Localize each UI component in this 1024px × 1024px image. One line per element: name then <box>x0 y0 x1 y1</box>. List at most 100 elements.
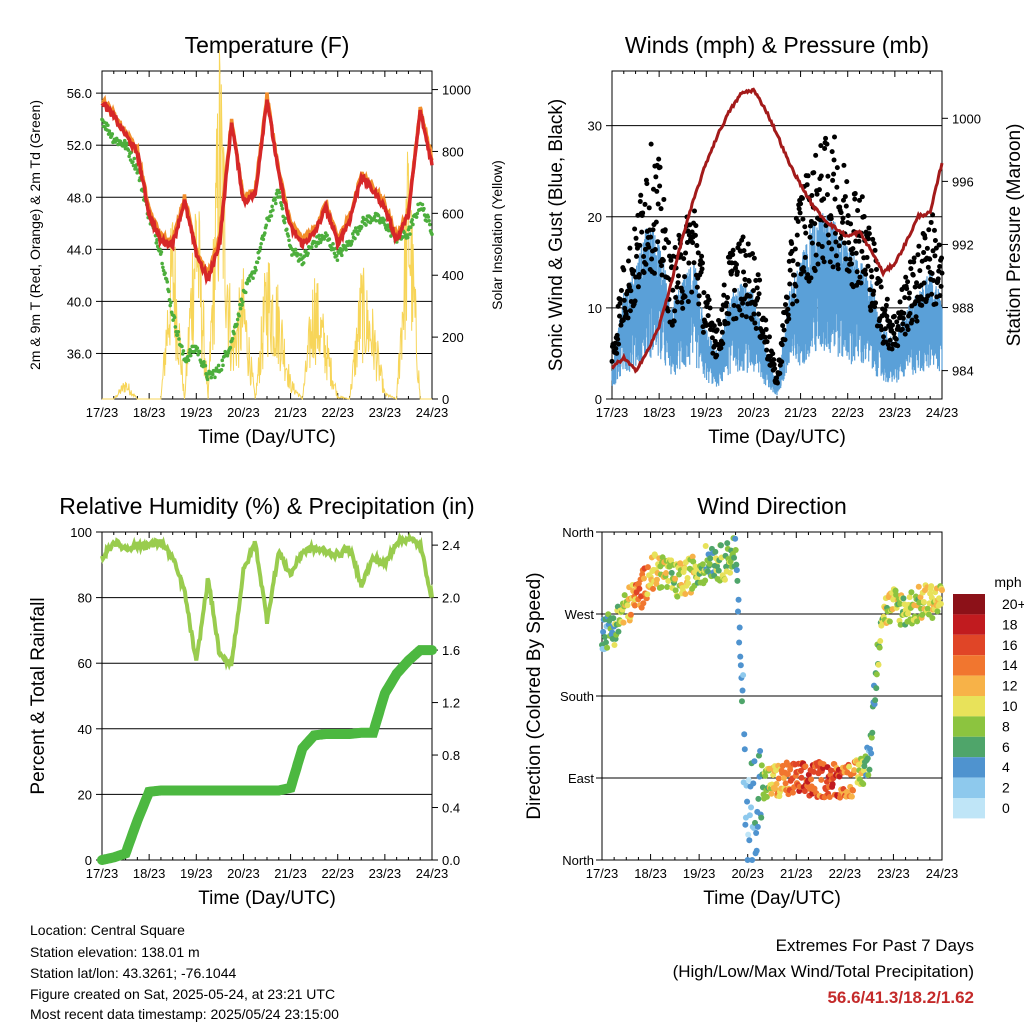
gust-point <box>733 262 739 268</box>
direction-point <box>636 585 643 592</box>
dewpoint-point <box>219 368 224 372</box>
direction-point <box>733 567 740 574</box>
direction-point <box>732 547 739 554</box>
direction-point <box>640 600 647 607</box>
legend-swatch <box>953 594 985 615</box>
gust-point <box>915 298 921 304</box>
elevation-text: Station elevation: 138.01 m <box>30 944 200 960</box>
gust-point <box>818 173 824 179</box>
gust-point <box>779 359 785 365</box>
gust-point <box>689 229 695 235</box>
gust-point <box>627 308 633 314</box>
gust-point <box>687 222 693 228</box>
gust-point <box>764 347 770 353</box>
direction-point <box>601 633 608 640</box>
gust-point <box>901 310 907 316</box>
gust-point <box>813 252 819 258</box>
direction-point <box>748 804 755 811</box>
gust-point <box>733 316 739 322</box>
y2-tick-label: 600 <box>442 206 464 221</box>
gust-point <box>644 181 650 187</box>
dewpoint-point <box>331 242 335 246</box>
gust-point <box>627 245 633 251</box>
y2-tick-label: 984 <box>952 364 974 379</box>
extremes-subtitle: (High/Low/Max Wind/Total Precipitation) <box>672 962 974 981</box>
temp-9m-line <box>100 92 434 279</box>
direction-point <box>868 734 875 741</box>
gust-point <box>919 302 925 308</box>
x-axis-label: Time (Day/UTC) <box>703 888 841 909</box>
gust-point <box>838 210 844 216</box>
gust-point <box>654 188 660 194</box>
gust-point <box>662 227 668 233</box>
gust-point <box>780 323 786 329</box>
x-tick-label: 20/23 <box>227 866 260 881</box>
x-tick-label: 24/23 <box>926 405 959 420</box>
gust-point <box>683 250 689 256</box>
gust-point <box>625 315 631 321</box>
dewpoint-point <box>251 276 255 281</box>
x-tick-label: 19/23 <box>180 866 213 881</box>
direction-point <box>827 767 834 774</box>
gust-point <box>671 318 677 324</box>
gust-point <box>638 192 644 198</box>
x-tick-label: 24/23 <box>416 405 449 420</box>
direction-point <box>658 584 665 591</box>
gust-point <box>903 274 909 280</box>
gust-point <box>832 230 838 236</box>
gust-point <box>652 246 658 252</box>
gust-point <box>642 201 648 207</box>
gust-point <box>742 276 748 282</box>
gust-point <box>830 264 836 270</box>
gust-point <box>924 245 930 251</box>
gust-point <box>829 246 835 252</box>
gust-point <box>790 258 796 264</box>
direction-point <box>610 615 617 622</box>
direction-point <box>936 595 943 602</box>
gust-point <box>731 303 737 309</box>
x-tick-label: 17/23 <box>596 405 629 420</box>
temp-2m-line <box>100 99 434 286</box>
gust-point <box>859 194 865 200</box>
gust-point <box>626 258 631 264</box>
gust-point <box>904 286 910 292</box>
x-tick-label: 21/23 <box>780 866 813 881</box>
y-tick-label: 40.0 <box>67 294 92 309</box>
gust-point <box>617 300 623 306</box>
direction-point <box>737 653 744 660</box>
gust-point <box>613 346 619 352</box>
gust-point <box>856 238 862 244</box>
y2-tick-label: 0.8 <box>442 748 460 763</box>
direction-point <box>810 768 817 775</box>
gust-point <box>831 171 837 177</box>
direction-point <box>736 624 743 631</box>
x-tick-label: 22/23 <box>321 866 354 881</box>
x-tick-label: 19/23 <box>683 866 716 881</box>
legend-title: mph <box>994 574 1021 590</box>
dewpoint-point <box>279 200 283 205</box>
x-tick-label: 21/23 <box>274 405 307 420</box>
gust-point <box>743 314 749 320</box>
gust-point <box>696 301 702 307</box>
gust-point <box>637 242 643 248</box>
gust-point <box>617 297 623 303</box>
gust-point <box>859 248 865 254</box>
total-precip-line <box>97 645 437 865</box>
gust-point <box>771 361 777 367</box>
direction-point <box>727 569 734 576</box>
x-tick-label: 20/23 <box>737 405 770 420</box>
legend-swatch <box>953 777 985 798</box>
gust-point <box>872 247 878 253</box>
direction-point <box>937 600 944 607</box>
dewpoint-point <box>411 222 415 227</box>
x-tick-label: 24/23 <box>416 866 449 881</box>
gust-point <box>766 334 772 340</box>
latlon-text: Station lat/lon: 43.3261; -76.1044 <box>30 965 237 981</box>
gust-point <box>661 245 667 251</box>
gust-point <box>840 219 846 225</box>
direction-point <box>876 644 883 651</box>
direction-point <box>715 567 722 574</box>
dewpoint-point <box>222 354 227 358</box>
x-tick-label: 23/23 <box>369 405 402 420</box>
legend-label: 10 <box>1002 698 1018 714</box>
